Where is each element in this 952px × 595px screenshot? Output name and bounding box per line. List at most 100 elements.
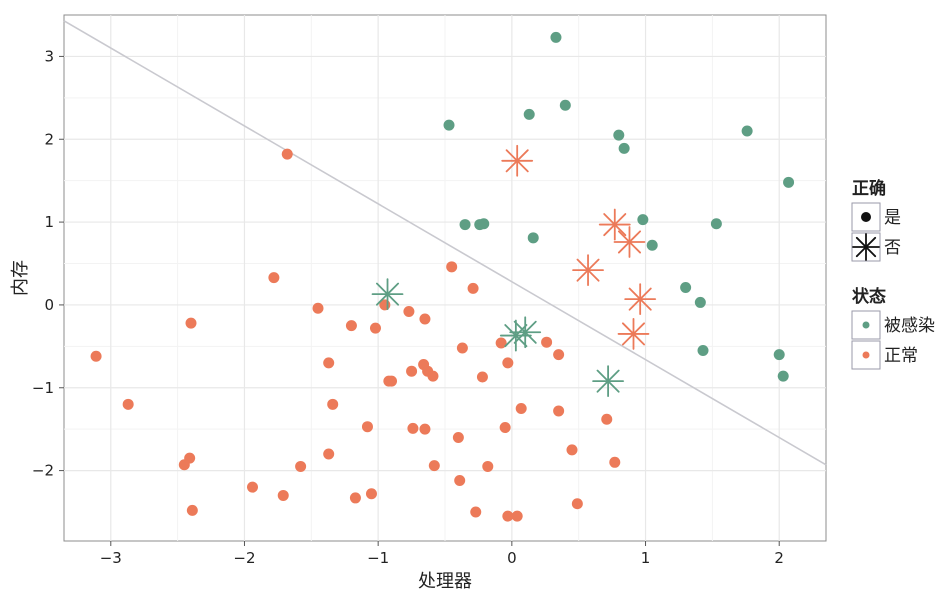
infected-correct-point [773,349,785,361]
normal-correct-point [246,481,258,493]
y-tick-label: 1 [44,213,54,231]
normal-correct-point [495,337,507,349]
normal-correct-point [407,422,419,434]
infected-correct-point [523,108,535,120]
legend-label-correct-yes: 是 [884,208,901,228]
normal-correct-point [419,423,431,435]
y-axis-title: 内存 [10,260,31,296]
infected-correct-point [710,218,722,230]
normal-correct-point [312,302,324,314]
normal-correct-point [281,148,293,160]
x-tick-label: −3 [100,549,122,567]
normal-correct-point [609,456,621,468]
normal-correct-point [349,492,361,504]
y-tick-label: −1 [32,379,54,397]
infected-correct-point [783,176,795,188]
normal-correct-point [186,504,198,516]
legend-dot-normal [862,351,870,359]
x-tick-label: −2 [233,549,255,567]
infected-correct-point [646,239,658,251]
infected-correct-point [613,129,625,141]
infected-correct-point [777,370,789,382]
legend-label-normal: 正常 [884,346,918,366]
normal-correct-point [90,350,102,362]
infected-correct-point [478,218,490,230]
legend-dot-infected [862,321,870,329]
legend-title-correct: 正确 [852,178,886,199]
y-tick-label: −2 [32,462,54,480]
infected-incorrect-point [371,278,404,311]
normal-correct-point [553,405,565,417]
legend: 正确 是 否 状态 被感染 正常 [851,178,935,370]
normal-correct-point [428,460,440,472]
normal-incorrect-point [613,226,646,258]
legend-title-status: 状态 [852,286,886,307]
normal-correct-point [502,357,514,369]
normal-correct-point [553,349,565,361]
normal-correct-point [403,306,415,318]
normal-correct-point [482,460,494,472]
normal-correct-point [327,398,339,410]
infected-correct-point [694,296,706,308]
infected-incorrect-point [592,365,624,398]
normal-correct-point [365,488,377,500]
normal-correct-point [361,421,373,433]
x-axis: −3 −2 −1 0 1 2 [100,541,784,567]
normal-correct-point [369,322,381,334]
decision-boundary-line [63,20,827,466]
normal-correct-point [406,365,418,377]
normal-correct-point [476,371,488,383]
normal-correct-point [499,422,511,434]
normal-correct-point [323,448,335,460]
infected-correct-point [637,214,649,226]
y-tick-label: 2 [44,130,54,148]
normal-correct-point [470,506,482,518]
normal-incorrect-point [598,208,631,241]
normal-correct-point [566,444,578,456]
normal-correct-point [571,498,583,510]
normal-correct-point [515,402,527,414]
normal-correct-point [295,460,307,472]
normal-incorrect-point [572,254,604,287]
legend-label-correct-no: 否 [884,238,901,258]
legend-label-infected: 被感染 [884,316,935,336]
infected-correct-point [443,119,455,131]
infected-correct-point [680,282,692,294]
normal-correct-point [268,272,280,284]
normal-correct-point [502,510,514,522]
normal-incorrect-point [501,144,534,177]
x-tick-label: 1 [641,549,651,567]
normal-correct-point [185,317,197,329]
normal-correct-point [467,282,479,294]
normal-correct-point [446,261,458,273]
infected-correct-point [559,99,571,111]
infected-correct-point [550,31,562,43]
normal-correct-point [427,370,439,382]
x-tick-label: −1 [367,549,389,567]
normal-incorrect-point [617,318,650,350]
gridlines [64,15,826,541]
y-tick-label: 3 [44,47,54,65]
normal-correct-point [456,342,468,354]
normal-correct-point [511,510,523,522]
normal-correct-point [383,375,395,387]
normal-correct-point [601,413,613,425]
normal-correct-point [277,489,289,501]
infected-correct-point [741,125,753,137]
normal-correct-point [345,320,357,332]
infected-correct-point [459,219,471,231]
x-tick-label: 2 [774,549,784,567]
normal-correct-point [178,459,190,471]
infected-correct-point [618,142,630,154]
y-tick-label: 0 [44,296,54,314]
normal-correct-point [541,336,553,348]
legend-asterisk-symbol [852,233,880,261]
normal-correct-point [419,313,431,325]
normal-correct-point [323,357,335,369]
x-tick-label: 0 [507,549,517,567]
normal-correct-point [452,431,464,443]
data-points [90,31,795,522]
normal-correct-point [122,398,134,410]
y-axis: −2 −1 0 1 2 3 [32,47,64,480]
